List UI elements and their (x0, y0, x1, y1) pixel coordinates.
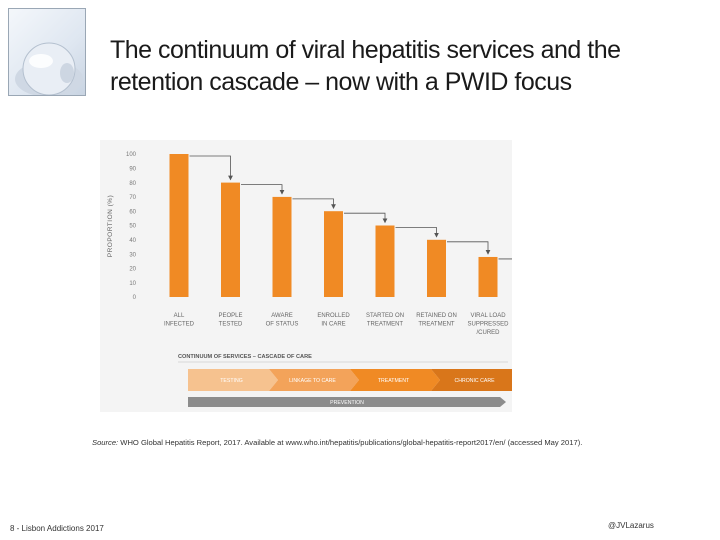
cascade-arrow (395, 227, 439, 238)
y-tick-label: 90 (129, 167, 136, 173)
category-label: ALL (174, 313, 185, 319)
category-label: VIRAL LOAD (470, 313, 506, 319)
y-axis-label: PROPORTION (%) (107, 195, 114, 258)
bar (324, 211, 343, 297)
title-line-1: The continuum of viral hepatitis service… (110, 36, 621, 64)
bar (427, 239, 446, 297)
chart-panel: PROPORTION (%) 0 10 20 30 40 50 60 70 80 90 100 ALL I… (100, 140, 512, 412)
stage-label: LINKAGE TO CARE (289, 378, 336, 384)
title-line-2: retention cascade – now with a PWID focu… (110, 68, 572, 96)
stage-label: TESTING (220, 378, 242, 384)
category-label: INFECTED (164, 322, 195, 328)
category-label: STARTED ON (366, 313, 404, 319)
stage-label: TREATMENT (378, 378, 410, 384)
category-label: TREATMENT (367, 322, 404, 328)
bar (221, 182, 240, 297)
source-label: Source: (92, 438, 119, 447)
category-label: PEOPLE (218, 313, 242, 319)
cascade-arrow (344, 212, 388, 224)
cascade-arrow (498, 258, 512, 260)
category-label: /CURED (476, 330, 500, 336)
bar (272, 196, 292, 297)
bar (169, 154, 189, 297)
y-tick-label: 100 (126, 152, 137, 158)
y-tick-label: 10 (129, 281, 136, 287)
category-label: TESTED (219, 322, 243, 328)
source-text: WHO Global Hepatitis Report, 2017. Avail… (118, 438, 583, 447)
cascade-arrow (241, 184, 285, 195)
category-label: SUPPRESSED (467, 322, 509, 328)
category-label: TREATMENT (418, 322, 455, 328)
page-title: The continuum of viral hepatitis service… (110, 34, 710, 98)
category-label: RETAINED ON (416, 313, 457, 319)
y-tick-label: 20 (129, 267, 136, 273)
prevention-bar (188, 397, 506, 407)
footer-slide-number: 8 - Lisbon Addictions 2017 (10, 524, 104, 533)
category-label: IN CARE (321, 322, 345, 328)
source-note: Source: WHO Global Hepatitis Report, 201… (92, 438, 712, 447)
globe-logo-icon (8, 8, 86, 96)
stage-chevron (431, 369, 512, 391)
category-label: AWARE (271, 313, 293, 319)
y-tick-label: 0 (133, 295, 137, 301)
bar (478, 256, 498, 297)
cascade-chart: PROPORTION (%) 0 10 20 30 40 50 60 70 80 90 100 ALL I… (107, 152, 512, 407)
y-tick-label: 70 (129, 195, 136, 201)
cascade-arrow (292, 198, 336, 209)
category-label: OF STATUS (266, 322, 299, 328)
cascade-arrow (447, 241, 491, 255)
bar (375, 225, 395, 297)
stage-chevron (188, 369, 278, 391)
cascade-arrow (189, 155, 233, 181)
continuum-heading: CONTINUUM OF SERVICES – CASCADE OF CARE (178, 354, 312, 360)
prevention-label: PREVENTION (330, 400, 364, 406)
stage-chevron (269, 369, 359, 391)
y-tick-label: 50 (129, 224, 136, 230)
stage-chevron (350, 369, 440, 391)
category-label: ENROLLED (317, 313, 350, 319)
stage-label: CHRONIC CARE (454, 378, 495, 384)
y-tick-label: 60 (129, 209, 136, 215)
y-tick-label: 80 (129, 181, 136, 187)
y-tick-label: 40 (129, 238, 136, 244)
y-tick-label: 30 (129, 252, 136, 258)
footer-handle: @JVLazarus (608, 521, 654, 530)
